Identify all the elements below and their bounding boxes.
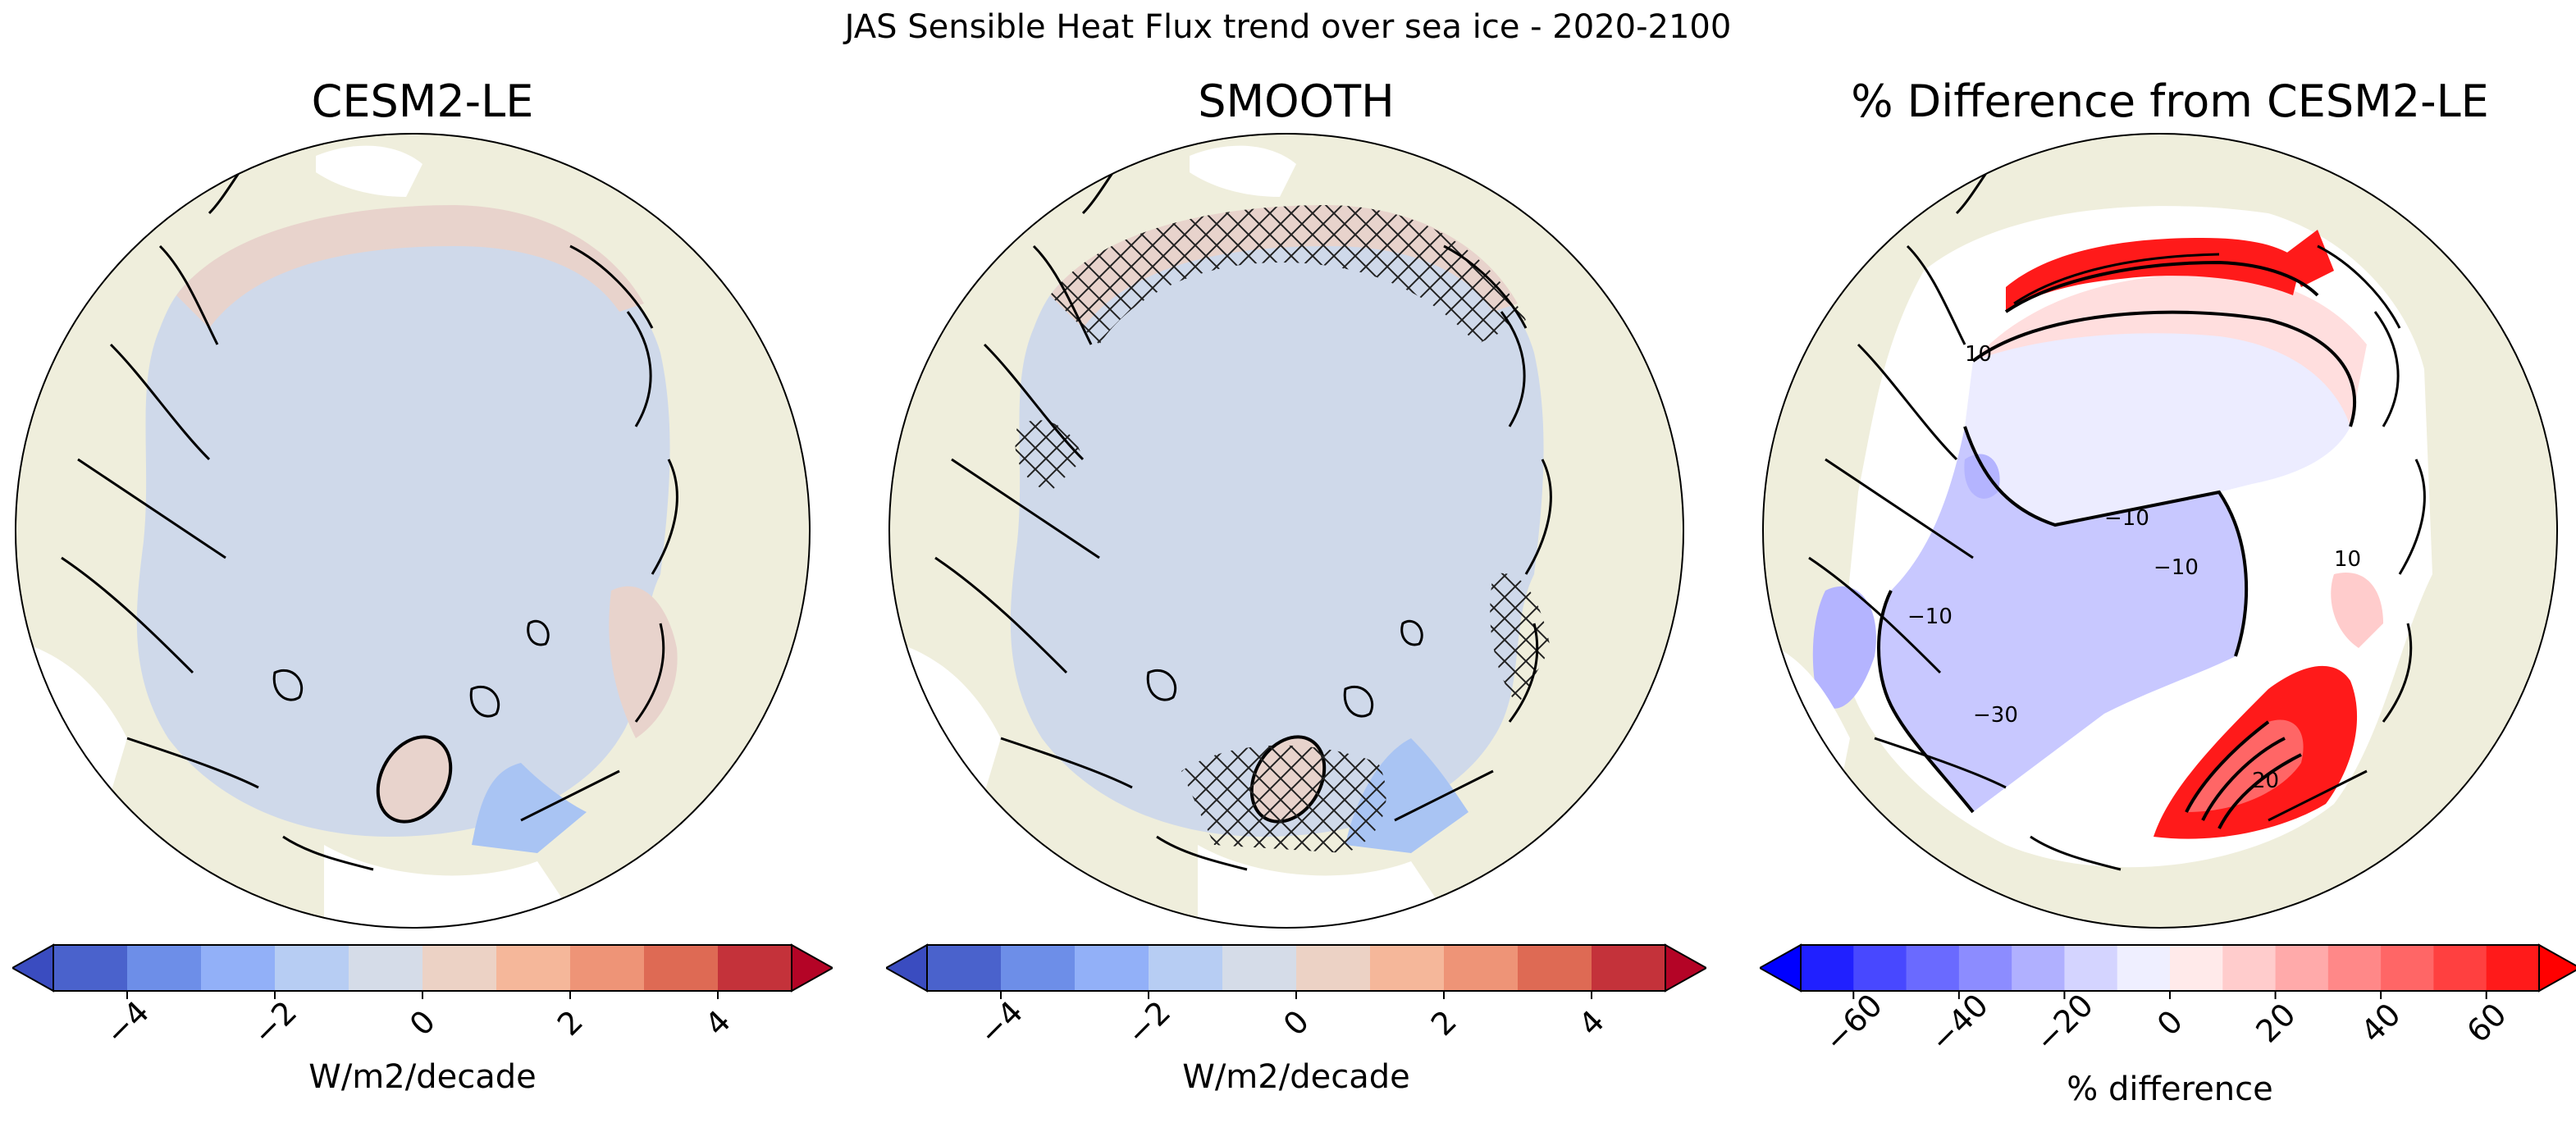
diff-positive-region: [2006, 238, 2301, 312]
panel-cesm2-le: CESM2-LE −4 −2 0 2 4 W/m2/decade: [10, 0, 835, 1132]
colorbar-segment: [644, 945, 719, 991]
colorbar-segment: [1906, 945, 1960, 991]
colorbar-segment: [1149, 945, 1223, 991]
colorbar-extend-min: [10, 943, 54, 993]
contour-line: [2185, 720, 2302, 829]
colorbar-extend-max: [791, 943, 835, 993]
panel-title: SMOOTH: [1198, 75, 1395, 127]
colorbar-segment: [422, 945, 497, 991]
contour-line: [2004, 260, 2319, 313]
diff-negative-region: [1812, 586, 1876, 709]
contour-label: −10: [2154, 555, 2199, 580]
contour-label: 10: [1965, 342, 1992, 367]
colorbar-segment: [1801, 945, 1854, 991]
colorbar-segment: [1853, 945, 1907, 991]
panel-title: CESM2-LE: [311, 75, 534, 127]
contour-line: [1971, 310, 2356, 427]
colorbar: [884, 935, 1709, 1004]
colorbar-segment: [2381, 945, 2434, 991]
colorbar-segment: [2117, 945, 2171, 991]
colorbar-segment: [1370, 945, 1445, 991]
colorbar-label: W/m2/decade: [308, 1058, 537, 1096]
contour-label: 20: [2252, 769, 2279, 793]
contour-label: −10: [1907, 605, 1953, 629]
colorbar-tick-label: 2: [550, 1002, 591, 1043]
colorbar-segment: [2327, 945, 2382, 991]
colorbar-segment: [1222, 945, 1297, 991]
colorbar-segment: [1075, 945, 1149, 991]
colorbar-segment: [2486, 945, 2540, 991]
contour-line: [1877, 590, 1975, 814]
sea-ice-field: [1010, 213, 1544, 838]
contour-label: −10: [2104, 506, 2149, 531]
contour-line: [2013, 253, 2220, 305]
diff-near-zero-region: [1965, 312, 2355, 525]
colorbar-segment: [496, 945, 571, 991]
contour-label: 10: [2334, 547, 2361, 572]
colorbar-segment: [718, 945, 792, 991]
positive-trend-region: [176, 205, 644, 328]
colorbar-tick-label: 20: [2248, 996, 2303, 1050]
colorbar-segment: [927, 945, 1002, 991]
colorbar-segment: [2170, 945, 2223, 991]
colorbar-tick-label: 0: [2149, 1002, 2190, 1043]
colorbar-extend-max: [2538, 943, 2576, 993]
colorbar-segment: [2064, 945, 2118, 991]
colorbar-tick-label: 60: [2460, 996, 2514, 1050]
diff-negative-region: [1879, 427, 2247, 812]
colorbar-segment: [275, 945, 349, 991]
colorbar-bar: [1757, 943, 2576, 999]
panel-smooth: SMOOTH −4 −2 0 2 4 W/m2: [884, 0, 1709, 1132]
colorbar-segment: [127, 945, 202, 991]
colorbar-tick-label: 0: [1276, 1002, 1317, 1043]
colorbar-segment: [2012, 945, 2065, 991]
colorbar-extend-min: [1757, 943, 1802, 993]
negative-trend-region: [472, 763, 587, 853]
diff-positive-region: [2285, 230, 2334, 287]
panel-pct-diff: % Difference from CESM2-LE: [1757, 0, 2576, 1132]
diff-positive-region: [2331, 573, 2383, 648]
significance-hatching: [1050, 205, 1526, 345]
panel-title: % Difference from CESM2-LE: [1851, 75, 2489, 127]
colorbar-segment: [1958, 945, 2012, 991]
colorbar-label: % difference: [2067, 1070, 2273, 1108]
colorbar-extend-min: [884, 943, 928, 993]
colorbar-segment: [53, 945, 128, 991]
colorbar-extend-max: [1665, 943, 1709, 993]
figure-suptitle: JAS Sensible Heat Flux trend over sea ic…: [844, 8, 1732, 46]
significance-hatching: [1015, 420, 1083, 492]
colorbar-segment: [1001, 945, 1076, 991]
positive-trend-region: [376, 735, 453, 824]
contour-label: −30: [1973, 703, 2018, 728]
polar-map: 10 −10 −10 −30 −10 10 20: [1762, 133, 2558, 929]
polar-map: [15, 133, 811, 929]
colorbar-segment: [1518, 945, 1592, 991]
colorbar-segment: [2222, 945, 2277, 991]
colorbar-bar: [10, 943, 835, 999]
colorbar: [1757, 935, 2576, 1004]
sea-ice-field: [136, 213, 670, 838]
colorbar-segment: [2275, 945, 2329, 991]
colorbar-bar: [884, 943, 1709, 999]
colorbar-tick-label: 4: [697, 1002, 738, 1043]
significance-hatching: [1181, 745, 1386, 853]
colorbar-segment: [570, 945, 645, 991]
contour-line: [1963, 426, 2249, 657]
diff-positive-region: [1973, 274, 2367, 427]
colorbar-segment: [1444, 945, 1519, 991]
colorbar-tick-label: 40: [2354, 996, 2408, 1050]
polar-map: [888, 133, 1684, 929]
colorbar-label: W/m2/decade: [1182, 1058, 1410, 1096]
colorbar-tick-label: 4: [1571, 1002, 1612, 1043]
colorbar-segment: [201, 945, 276, 991]
colorbar-segment: [1592, 945, 1666, 991]
colorbar-segment: [349, 945, 423, 991]
colorbar-segment: [1296, 945, 1371, 991]
colorbar: [10, 935, 835, 1004]
colorbar-tick-label: 0: [402, 1002, 443, 1043]
diff-negative-region: [1964, 454, 2000, 499]
colorbar-tick-label: 2: [1423, 1002, 1464, 1043]
colorbar-segment: [2433, 945, 2487, 991]
